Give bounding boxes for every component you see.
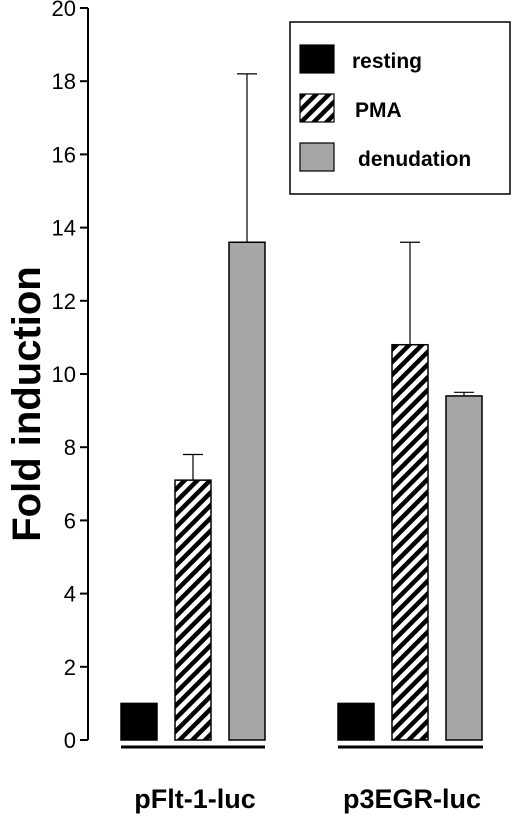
bar-p3egr-luc-denudation [445,395,483,741]
legend-label-denudation: denudation [358,148,471,171]
y-tick-label-0: 0 [64,728,76,753]
legend-swatch-resting [299,44,335,74]
y-tick-label-8: 8 [64,435,76,460]
category-label-p3egr-luc: p3EGR-luc [343,784,481,814]
y-tick-label-16: 16 [52,142,76,167]
y-tick-label-20: 20 [52,0,76,21]
axes: 0 2 4 6 8 10 12 14 16 18 20 [52,0,483,753]
y-tick-label-2: 2 [64,655,76,680]
y-axis-label: Fold induction [5,266,49,542]
y-tick-label-6: 6 [64,508,76,533]
legend-label-resting: resting [352,50,422,73]
legend-swatch-pma [299,93,335,123]
legend-label-pma: PMA [355,99,402,122]
legend-swatch-denudation [299,142,335,172]
y-tick-label-14: 14 [52,216,76,241]
bar-pflt-1-luc-resting [120,702,158,741]
y-tick-label-12: 12 [52,289,76,314]
y-tick-label-10: 10 [52,362,76,387]
bar-p3egr-luc-pma [391,343,429,741]
y-tick-label-4: 4 [64,582,76,607]
bar-pflt-1-luc-pma [174,479,212,741]
bar-p3egr-luc-resting [337,702,375,741]
labels: Fold induction pFlt-1-luc p3EGR-luc [5,266,481,814]
bar-pflt-1-luc-denudation [228,241,266,741]
y-tick-label-18: 18 [52,69,76,94]
bars [120,73,483,741]
category-label-pflt-1-luc: pFlt-1-luc [134,784,256,814]
legend: resting PMA denudation [289,21,511,195]
